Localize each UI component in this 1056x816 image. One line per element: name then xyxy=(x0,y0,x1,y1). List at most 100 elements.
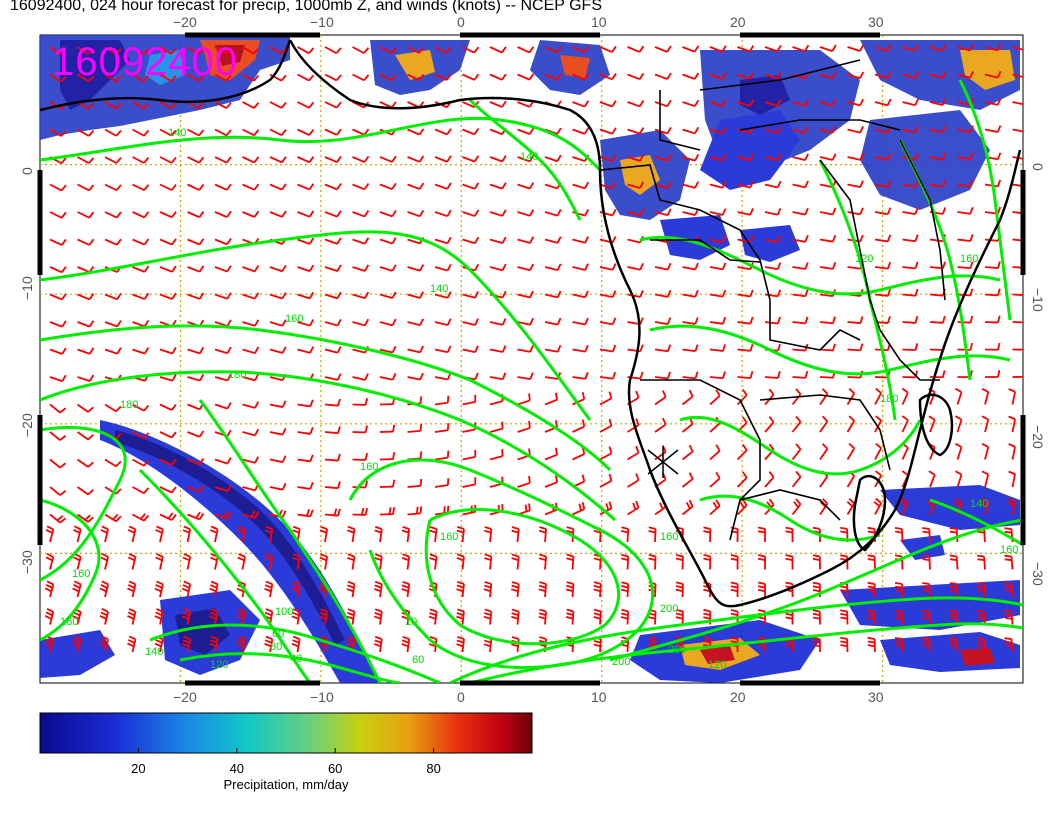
wind-barb xyxy=(812,554,821,570)
wind-barb xyxy=(981,470,990,488)
wind-barb xyxy=(76,513,94,523)
wind-barb xyxy=(867,554,876,570)
wind-barb xyxy=(297,454,314,463)
wind-barb xyxy=(187,430,205,438)
wind-barb xyxy=(957,152,974,161)
wind-barb xyxy=(181,580,192,598)
wind-barb xyxy=(182,553,192,570)
wind-barb xyxy=(902,234,919,243)
wind-barb xyxy=(489,318,507,326)
wind-barb xyxy=(434,182,452,190)
wind-barb xyxy=(572,73,590,81)
wind-barb xyxy=(297,156,315,164)
wind-barb xyxy=(49,293,67,301)
wind-barb xyxy=(104,320,122,328)
wind-barb xyxy=(736,388,748,406)
wind-barb xyxy=(77,347,95,355)
wind-barb xyxy=(682,289,699,298)
wind-barb xyxy=(654,154,672,162)
wind-barb xyxy=(456,581,465,598)
wind-barb xyxy=(401,580,411,598)
wind-barb xyxy=(214,346,232,355)
wind-barb xyxy=(154,608,164,625)
wind-barb xyxy=(352,237,370,245)
wind-barb xyxy=(407,478,423,488)
wind-barb xyxy=(1012,128,1023,133)
contour-label: 140 xyxy=(970,498,988,510)
wind-barb xyxy=(127,525,137,543)
wind-barb xyxy=(709,262,727,271)
wind-barb xyxy=(840,636,849,653)
wind-barb xyxy=(981,415,990,433)
contour-label: 80 xyxy=(270,641,282,653)
wind-barb xyxy=(100,525,109,543)
wind-barb xyxy=(572,317,589,326)
wind-barb xyxy=(902,44,920,52)
wind-barb xyxy=(373,635,383,653)
contour-label: 120 xyxy=(210,659,228,671)
wind-barb xyxy=(544,392,558,406)
wind-barb xyxy=(49,347,67,355)
wind-barb xyxy=(214,484,232,493)
wind-barb xyxy=(599,317,617,326)
wind-barb xyxy=(187,73,205,82)
wind-barb xyxy=(269,101,287,109)
colorbar-gradient xyxy=(39,712,533,754)
wind-barb xyxy=(1012,293,1023,296)
wind-barb xyxy=(242,456,260,464)
wind-barb xyxy=(462,236,480,245)
wind-barb xyxy=(264,580,274,598)
wind-barb xyxy=(1012,101,1023,106)
wind-barb xyxy=(709,499,721,516)
wind-barb xyxy=(812,609,821,625)
wind-barb xyxy=(324,101,342,109)
wind-barb xyxy=(187,211,205,219)
colorbar-tick-label: 80 xyxy=(426,761,440,776)
wind-barb xyxy=(159,183,177,191)
wind-barb xyxy=(819,316,836,325)
wind-barb xyxy=(187,128,205,137)
wind-barb xyxy=(104,458,122,468)
wind-barb xyxy=(599,473,613,488)
map-title: 16092400, 024 hour forecast for precip, … xyxy=(10,0,602,14)
wind-barb xyxy=(159,458,177,466)
wind-barb xyxy=(517,420,531,433)
wind-barb xyxy=(489,73,507,81)
wind-barb xyxy=(654,390,667,406)
wind-barb xyxy=(792,262,809,270)
wind-barb xyxy=(654,317,672,325)
wind-barb xyxy=(544,263,562,272)
wind-barb xyxy=(703,526,712,543)
wind-barb xyxy=(627,100,645,108)
wind-barb xyxy=(45,525,55,543)
height-contours xyxy=(40,79,1023,683)
wind-barb xyxy=(181,635,192,653)
wind-barb xyxy=(379,264,397,272)
contour-label: 60 xyxy=(272,628,284,640)
wind-barb xyxy=(1007,498,1016,515)
wind-barb xyxy=(949,554,959,570)
wind-barb xyxy=(324,264,342,272)
wind-barb xyxy=(324,398,341,407)
wind-barb xyxy=(709,99,727,107)
wind-barb xyxy=(407,345,424,354)
wind-barb xyxy=(847,207,864,216)
wind-barb xyxy=(132,347,150,355)
wind-barb xyxy=(902,125,919,134)
wind-barb xyxy=(819,98,837,107)
wind-barb xyxy=(264,635,274,653)
wind-barb xyxy=(434,264,452,272)
wind-barb xyxy=(132,486,150,495)
wind-barb xyxy=(132,431,150,440)
wind-barb xyxy=(434,478,450,488)
wind-barb xyxy=(489,182,507,190)
wind-barb xyxy=(407,128,425,136)
wind-barb xyxy=(297,264,315,273)
contour-label: 200 xyxy=(668,644,686,656)
wind-barb xyxy=(379,237,397,245)
wind-barb xyxy=(1012,238,1023,242)
wind-barb xyxy=(682,317,699,325)
wind-barb xyxy=(379,479,396,488)
lat-tick-label: 0 xyxy=(19,167,35,175)
wind-barb xyxy=(242,156,260,164)
